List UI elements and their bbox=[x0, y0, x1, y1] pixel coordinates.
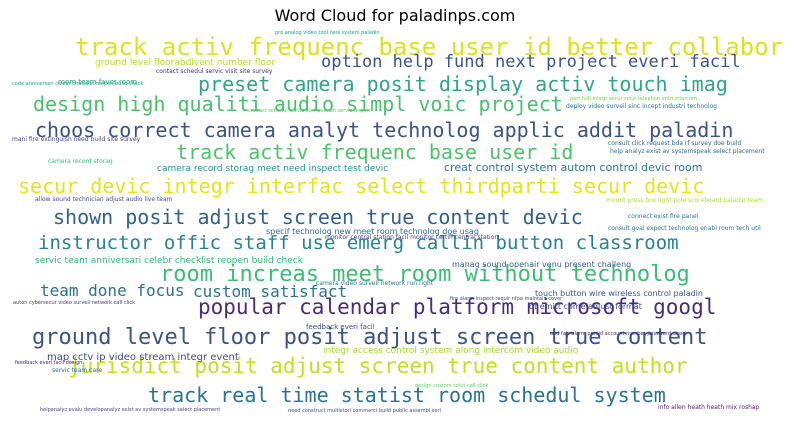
word-phrase: track activ frequenc base user id better… bbox=[75, 33, 784, 61]
word-phrase: preset camera posit display activ touch … bbox=[198, 72, 728, 96]
word-phrase: auton cybersecur video surveil network c… bbox=[13, 300, 135, 306]
word-phrase: need construct multistori commerci build… bbox=[288, 408, 441, 414]
word-phrase: feedback everi facil design bbox=[15, 360, 83, 366]
word-phrase: deploy video surveil sinc incept industr… bbox=[566, 103, 717, 110]
word-phrase: map cctv ip video stream integr event bbox=[47, 352, 239, 363]
word-phrase: servic team care bbox=[52, 367, 103, 374]
word-phrase: popular calendar platform microsoft goog… bbox=[198, 295, 717, 319]
word-phrase: camera record storag bbox=[48, 158, 113, 165]
word-phrase: code anniversari celebr checklist reopen… bbox=[12, 81, 144, 87]
word-phrase: allow sound technician adjust audio live… bbox=[35, 196, 173, 203]
word-phrase: feedback everi facil bbox=[306, 323, 375, 331]
word-phrase: choos correct camera analyt technolog ap… bbox=[35, 118, 734, 142]
word-phrase: integr access control system along inter… bbox=[323, 346, 579, 356]
word-phrase: monitor central station facil monitor ce… bbox=[325, 234, 499, 241]
word-phrase: creat control system autom control devic… bbox=[444, 161, 703, 174]
word-phrase: and fals alarm provid account number pas… bbox=[550, 331, 687, 337]
word-phrase: connect exist fire panel bbox=[628, 213, 699, 220]
word-phrase: room increas meet room without technolog bbox=[160, 262, 690, 287]
word-phrase: option help fund next project everi faci… bbox=[321, 52, 741, 72]
word-phrase: room team favor room bbox=[58, 78, 138, 86]
word-phrase: qt emitt come adjust format bbox=[529, 302, 642, 311]
word-cloud: track activ frequenc base user id better… bbox=[10, 30, 784, 420]
word-phrase: part fulli integr secur solut telephon e… bbox=[570, 96, 698, 102]
word-phrase: info allen heath heath mix roshap bbox=[658, 404, 760, 411]
word-phrase: pro analog video tool new system paladin bbox=[275, 30, 380, 36]
word-phrase: specif technolog new meet room technolog… bbox=[266, 227, 479, 236]
word-phrase: jurisdict posit adjust screen true conte… bbox=[68, 354, 688, 378]
word-phrase: instructor offic staff use emerg callin … bbox=[38, 232, 679, 254]
word-phrase: shown posit adjust screen true content d… bbox=[53, 205, 583, 229]
word-phrase: contact schedul servic visit site survey bbox=[156, 68, 273, 75]
word-phrase: team done focus bbox=[40, 281, 185, 300]
word-phrase: fire alarm inspect requir nfpa maintain … bbox=[450, 296, 563, 302]
word-phrase: design custom solut call click bbox=[415, 383, 489, 389]
word-phrase: mount press box light pole scoreboard pa… bbox=[606, 197, 764, 204]
word-phrase: manag sound openair venu present challen… bbox=[452, 260, 632, 269]
word-phrase: design high qualiti audio simpl voic pro… bbox=[33, 92, 563, 116]
chart-title: Word Cloud for paladinps.com bbox=[274, 6, 516, 25]
word-phrase: help analyz exist av systemspeak select … bbox=[610, 148, 765, 155]
word-phrase: mani fire extinguish need build site sur… bbox=[12, 136, 141, 143]
word-phrase: contact schedul servic visit paladin ser… bbox=[248, 108, 371, 114]
word-phrase: touch button wire wireless control palad… bbox=[535, 289, 703, 298]
word-phrase: track activ frequenc base user id bbox=[176, 140, 574, 164]
word-phrase: helpanalyz evalu developanalyz exist av … bbox=[40, 407, 221, 413]
word-phrase: ground level floorabdivent number floor bbox=[95, 58, 276, 68]
word-phrase: consult click request bda rf survey doe … bbox=[608, 140, 742, 147]
word-phrase: servic team anniversari celebr checklist… bbox=[35, 256, 303, 266]
word-phrase: camera record storag meet need inspect t… bbox=[157, 164, 389, 174]
word-phrase: custom satisfact bbox=[193, 282, 348, 301]
word-phrase: ground level floor posit adjust screen t… bbox=[32, 325, 708, 350]
word-phrase: secur devic integr interfac select third… bbox=[18, 174, 705, 198]
word-phrase: consult goal expect technolog enabl room… bbox=[608, 225, 761, 232]
word-phrase: camera video surveil network run right bbox=[316, 280, 434, 287]
word-phrase: track real time statist room schedul sys… bbox=[148, 383, 666, 407]
